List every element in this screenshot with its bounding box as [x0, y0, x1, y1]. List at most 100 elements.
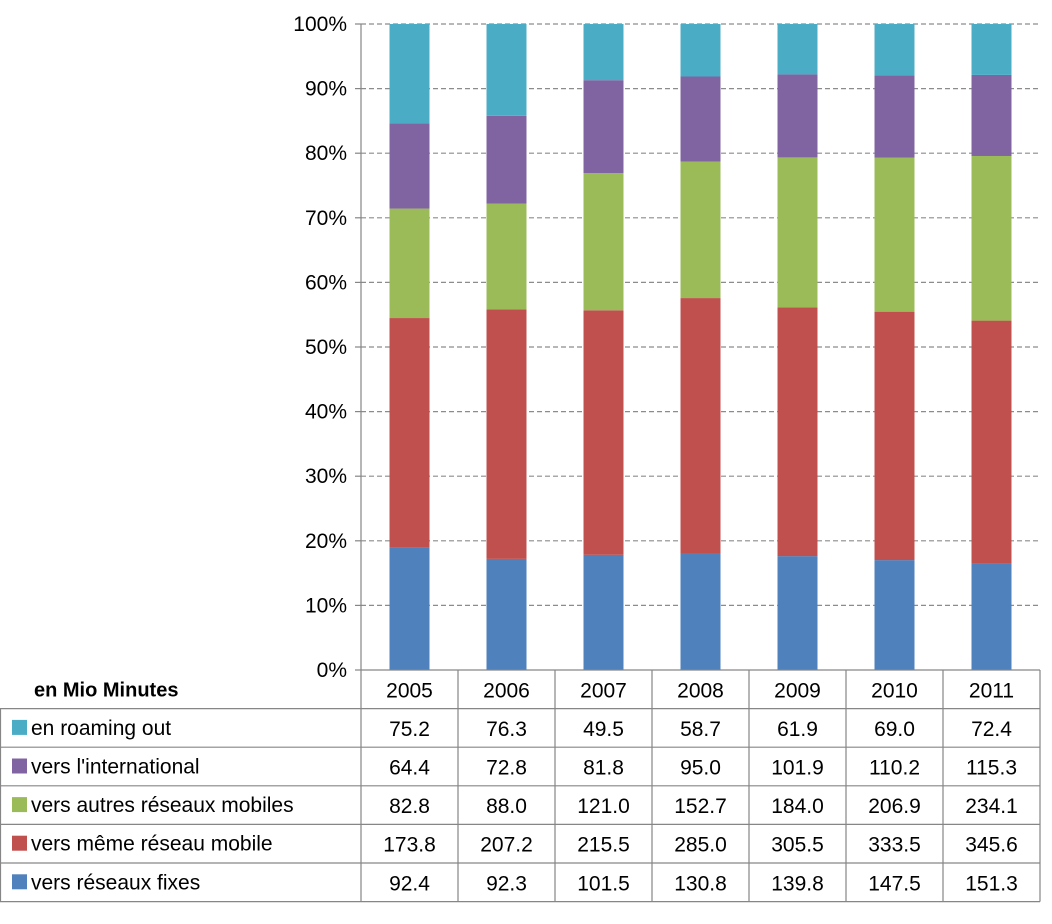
bar-segment-2010-1 — [874, 311, 915, 561]
legend-label: en roaming out — [31, 717, 171, 740]
legend-label: vers réseaux fixes — [31, 871, 200, 894]
bar-segment-2009-2 — [777, 157, 818, 308]
data-cell: 92.4 — [389, 872, 430, 895]
x-category-label: 2010 — [871, 679, 918, 702]
bar-segment-2010-3 — [874, 75, 915, 158]
bar-segment-2011-0 — [971, 563, 1012, 670]
x-category-label: 2007 — [580, 679, 627, 702]
data-cell: 305.5 — [771, 834, 824, 857]
data-cell: 92.3 — [486, 872, 527, 895]
bar-segment-2007-2 — [583, 172, 624, 311]
bar-segment-2008-0 — [680, 553, 721, 670]
data-cell: 184.0 — [771, 795, 824, 818]
data-cell: 61.9 — [777, 718, 818, 741]
data-cell: 72.4 — [971, 718, 1012, 741]
bar-segment-2005-2 — [389, 208, 430, 319]
y-tick-label: 10% — [305, 594, 347, 617]
bar-segment-2006-2 — [486, 203, 527, 310]
data-cell: 110.2 — [869, 757, 920, 780]
data-cell: 58.7 — [680, 718, 721, 741]
bar-segment-2010-0 — [874, 560, 915, 670]
bar-segment-2006-0 — [486, 558, 527, 670]
bar-segment-2008-3 — [680, 76, 721, 162]
data-cell: 215.5 — [577, 834, 630, 857]
y-tick-label: 50% — [305, 336, 347, 359]
legend-label: vers autres réseaux mobiles — [31, 794, 294, 817]
y-tick-label: 90% — [305, 78, 347, 101]
data-cell: 49.5 — [583, 718, 624, 741]
data-cell: 121.0 — [577, 795, 630, 818]
data-cell: 76.3 — [486, 718, 527, 741]
data-cell: 101.5 — [577, 872, 630, 895]
bar-segment-2009-3 — [777, 74, 818, 158]
data-cell: 115.3 — [966, 757, 1017, 780]
data-cell: 139.8 — [771, 872, 824, 895]
data-cell: 95.0 — [680, 757, 721, 780]
data-cell: 151.3 — [965, 872, 1018, 895]
legend-swatch — [12, 835, 27, 851]
data-cell: 64.4 — [389, 757, 430, 780]
bar-segment-2008-1 — [680, 298, 721, 554]
x-category-label: 2008 — [677, 679, 724, 702]
x-category-label: 2011 — [969, 679, 1014, 702]
data-cell: 101.9 — [771, 757, 824, 780]
bar-segment-2007-3 — [583, 80, 624, 173]
bar-segment-2009-0 — [777, 556, 818, 670]
bar-segment-2011-3 — [971, 74, 1012, 156]
y-tick-label: 40% — [305, 401, 347, 424]
bar-segment-2006-3 — [486, 115, 527, 204]
data-cell: 285.0 — [674, 834, 727, 857]
bar-segment-2005-4 — [389, 24, 430, 124]
bar-segment-2009-1 — [777, 307, 818, 557]
data-cell: 152.7 — [674, 795, 727, 818]
data-cell: 82.8 — [389, 795, 430, 818]
y-tick-label: 70% — [305, 207, 347, 230]
bar-segment-2007-4 — [583, 24, 624, 81]
bar-segment-2006-4 — [486, 24, 527, 116]
legend-swatch — [12, 874, 27, 890]
data-cell: 173.8 — [383, 834, 436, 857]
y-tick-label: 0% — [317, 659, 347, 682]
table-header-label: en Mio Minutes — [34, 679, 178, 701]
bar-segment-2007-0 — [583, 554, 624, 670]
legend-label: vers même réseau mobile — [31, 833, 273, 856]
bar-segment-2008-2 — [680, 161, 721, 299]
data-cell: 130.8 — [674, 872, 727, 895]
y-tick-label: 20% — [305, 530, 347, 553]
x-category-label: 2009 — [774, 679, 821, 702]
bar-segment-2005-1 — [389, 318, 430, 548]
bar-segment-2011-1 — [971, 320, 1012, 564]
legend-label: vers l'international — [31, 756, 200, 779]
legend-swatch — [12, 719, 27, 735]
bar-segment-2011-2 — [971, 155, 1012, 321]
x-category-label: 2005 — [386, 679, 433, 702]
data-cell: 333.5 — [868, 834, 921, 857]
y-tick-label: 80% — [305, 142, 347, 165]
legend-swatch — [12, 758, 27, 774]
bar-segment-2009-4 — [777, 24, 818, 75]
bar-segment-2005-3 — [389, 123, 430, 209]
bar-segment-2005-0 — [389, 547, 430, 670]
bar-segment-2006-1 — [486, 309, 527, 559]
data-cell: 206.9 — [868, 795, 921, 818]
data-cell: 69.0 — [874, 718, 915, 741]
data-cell: 234.1 — [965, 795, 1018, 818]
bar-segment-2010-4 — [874, 24, 915, 76]
bar-segment-2008-4 — [680, 24, 721, 77]
data-cell: 72.8 — [486, 757, 527, 780]
bar-segment-2007-1 — [583, 310, 624, 555]
y-tick-label: 60% — [305, 271, 347, 294]
data-cell: 345.6 — [965, 834, 1018, 857]
data-cell: 147.5 — [868, 872, 921, 895]
x-category-label: 2006 — [483, 679, 530, 702]
data-cell: 207.2 — [480, 834, 533, 857]
legend-swatch — [12, 797, 27, 813]
data-cell: 88.0 — [486, 795, 527, 818]
y-tick-label: 30% — [305, 465, 347, 488]
bar-segment-2011-4 — [971, 24, 1012, 75]
y-tick-label: 100% — [293, 13, 347, 36]
data-cell: 75.2 — [389, 718, 430, 741]
bar-segment-2010-2 — [874, 157, 915, 312]
data-cell: 81.8 — [583, 757, 624, 780]
